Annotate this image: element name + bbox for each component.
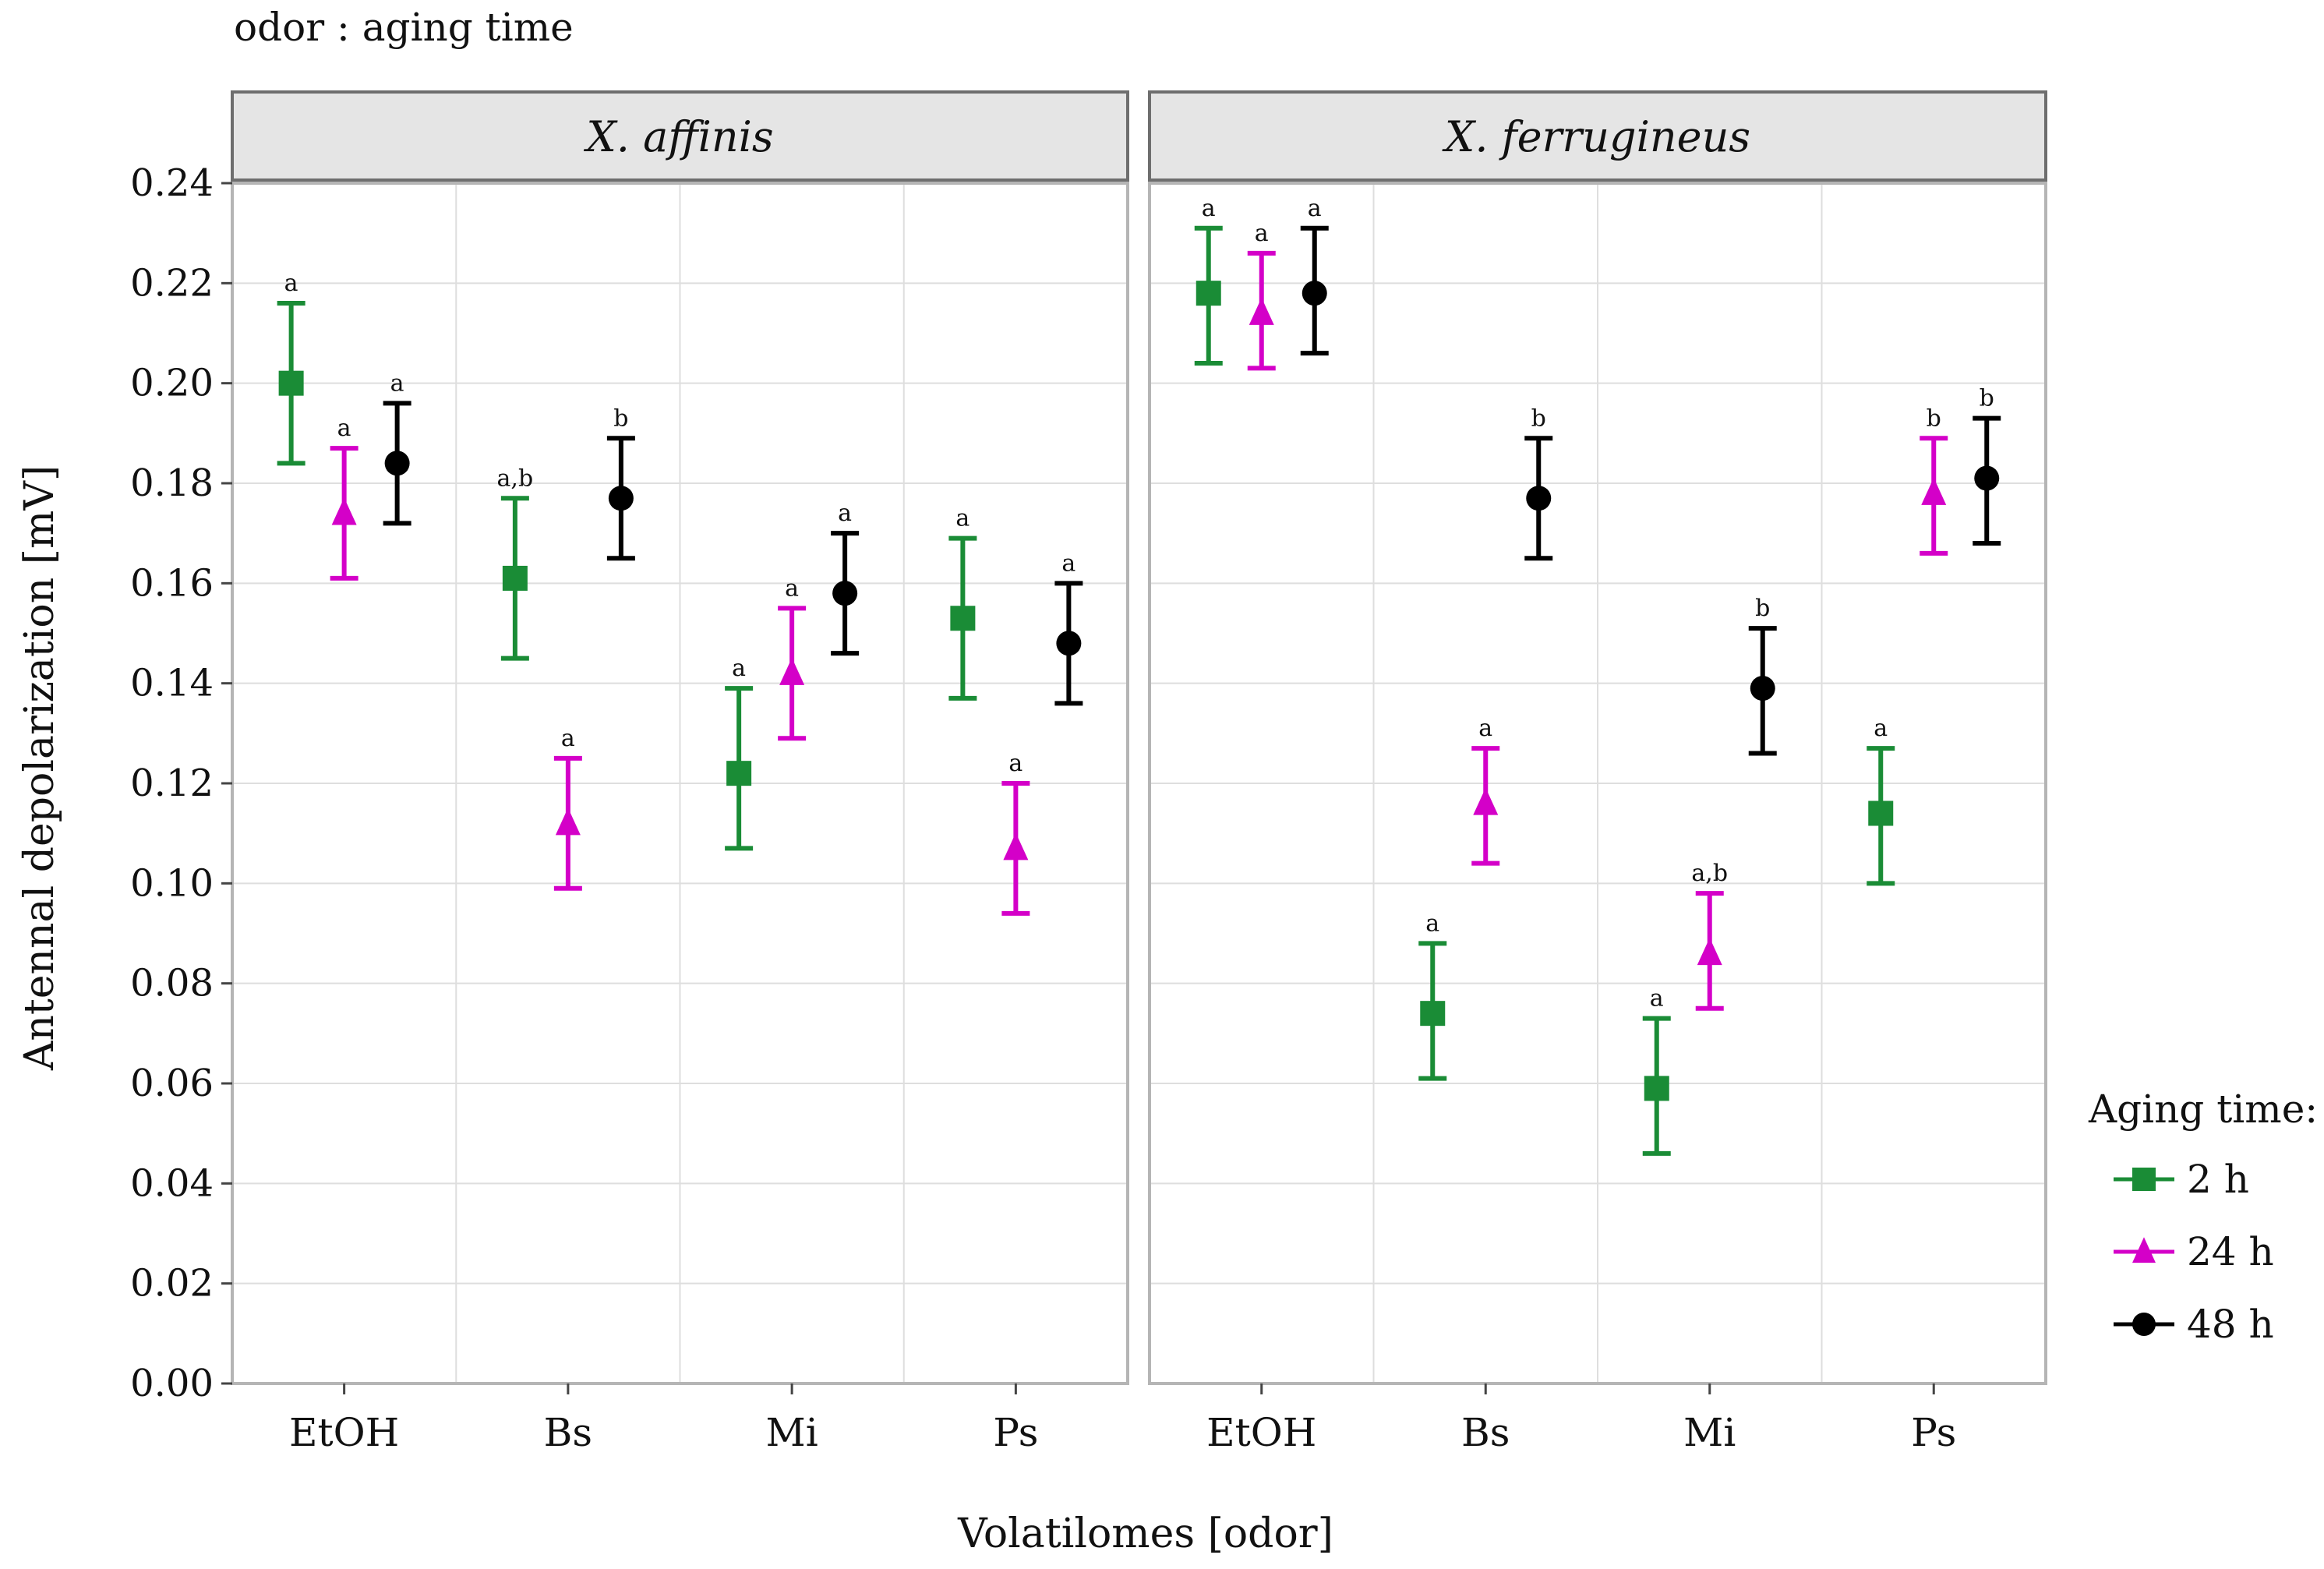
chart-subtitle: odor : aging time [234,5,574,50]
x-tick-label: EtOH [289,1410,399,1455]
y-tick-label: 0.10 [130,861,214,905]
legend-item: 2 h [2114,1157,2249,1202]
significance-label: a [337,415,351,442]
panel-title: X. affinis [583,112,773,161]
legend-label: 48 h [2187,1302,2274,1347]
data-point [1921,477,1947,505]
data-point [278,370,304,396]
data-point [502,565,528,591]
y-tick-label: 0.18 [130,461,214,505]
x-tick-label: Bs [544,1410,592,1455]
y-tick-label: 0.24 [130,161,214,205]
significance-label: a [1202,195,1216,222]
data-point [1697,938,1722,966]
y-tick-label: 0.16 [130,561,214,605]
significance-label: b [1927,405,1941,432]
series-48h: a b a a [383,369,1083,706]
series-48h: a b b b [1300,195,2001,756]
significance-label: a [284,270,298,297]
data-point [1420,1001,1446,1027]
significance-label: b [1755,595,1770,622]
legend-marker [2132,1313,2156,1336]
significance-label: a [1478,715,1492,742]
x-tick-label: Ps [1911,1410,1956,1455]
y-tick-label: 0.02 [130,1262,214,1306]
data-point [608,486,634,511]
x-tick-label: Mi [766,1410,818,1455]
significance-label: a [561,725,575,752]
significance-label: a [390,369,404,397]
y-axis: 0.00 0.02 0.04 0.06 0.08 0.10 0.12 0.14 0.16 0.18… [130,161,232,1405]
y-axis-label: Antennal depolarization [mV] [16,465,63,1071]
significance-label: a [955,505,970,532]
data-point [950,606,976,631]
legend-item: 48 h [2114,1302,2274,1347]
series-24h: a a a a [330,415,1030,916]
legend-item: 24 h [2114,1229,2274,1274]
significance-label: a [1308,195,1322,222]
significance-label: a [1874,715,1888,742]
data-point [1644,1076,1669,1101]
y-tick-label: 0.04 [130,1161,214,1205]
y-tick-label: 0.08 [130,962,214,1005]
data-point [331,497,357,525]
legend-marker [2132,1237,2156,1263]
data-point [1003,832,1029,860]
significance-label: a [1425,910,1439,937]
data-point [1868,800,1894,826]
y-tick-label: 0.12 [130,762,214,805]
significance-label: a,b [1691,860,1728,887]
series-2h: a a a a [1194,195,1895,1156]
data-point [1974,465,2000,491]
data-point [555,807,581,836]
y-tick-label: 0.00 [130,1362,214,1405]
panel-title: X. ferrugineus [1442,112,1750,161]
data-point [1056,631,1082,656]
significance-label: a [838,500,852,527]
panel-border [1148,182,2047,1385]
significance-label: b [1980,385,1994,412]
y-tick-label: 0.20 [130,362,214,405]
legend-title: Aging time: [2088,1087,2318,1132]
x-tick-label: Bs [1461,1410,1510,1455]
x-tick-label: Mi [1683,1410,1736,1455]
significance-label: a [1255,220,1269,247]
legend: Aging time: 2 h 24 h 48 h [2088,1087,2318,1347]
data-point [1526,486,1552,511]
strip-header [231,90,1129,182]
data-point [1750,676,1775,701]
data-point [1473,787,1499,815]
data-point [384,451,410,476]
significance-label: a [732,655,746,682]
x-axis-label: Volatilomes [odor] [957,1511,1333,1557]
y-tick-label: 0.06 [130,1062,214,1105]
panel-1: a a,b a a a a a a a b a a X. affinis EtOH Bs Mi Ps [231,90,1129,1455]
significance-label: a [1061,550,1075,577]
data-point [832,581,858,606]
series-2h: a a,b a a [277,270,977,851]
panel-2: a a a a a a a,b b a b b b X. ferrugineus EtOH Bs Mi Ps [1148,90,2047,1455]
significance-label: a [1650,985,1664,1012]
legend-marker [2132,1168,2156,1191]
significance-label: b [1531,405,1546,432]
data-point [726,761,752,786]
legend-label: 2 h [2187,1157,2249,1202]
data-point [779,657,805,685]
series-24h: a a a,b b [1247,220,1948,1011]
significance-label: a [1008,750,1022,777]
data-point [1249,297,1274,325]
legend-label: 24 h [2187,1229,2274,1274]
significance-label: a,b [497,465,534,492]
x-tick-label: Ps [993,1410,1038,1455]
strip-header [1148,90,2047,182]
x-tick-label: EtOH [1206,1410,1316,1455]
significance-label: a [785,574,799,602]
y-tick-label: 0.22 [130,261,214,305]
data-point [1196,281,1221,306]
y-tick-label: 0.14 [130,662,214,705]
data-point [1302,281,1327,306]
significance-label: b [613,405,628,432]
